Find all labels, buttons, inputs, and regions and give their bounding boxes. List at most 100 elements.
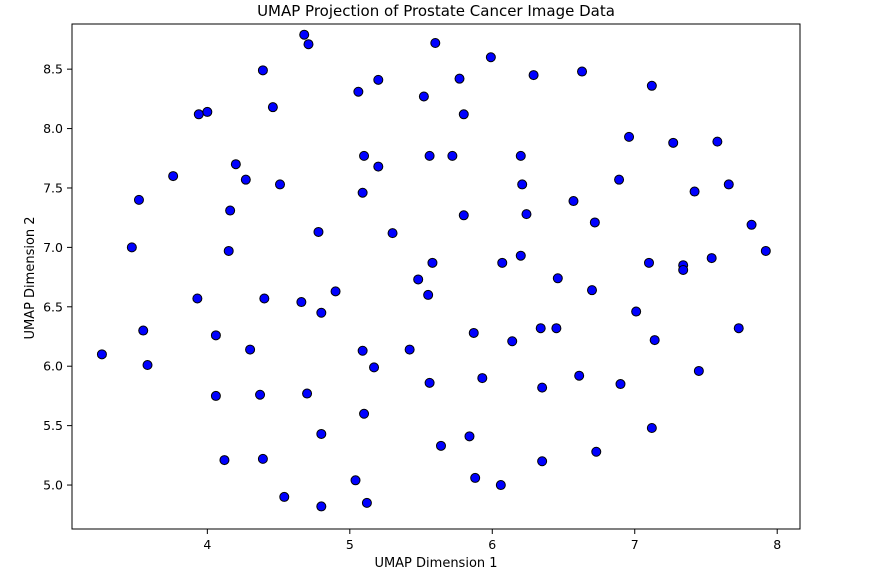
scatter-point: [223, 245, 234, 256]
scatter-point: [303, 39, 314, 50]
scatter-point: [168, 171, 179, 182]
scatter-point: [577, 66, 588, 77]
scatter-point: [495, 480, 506, 491]
scatter-point: [359, 150, 370, 161]
scatter-point: [528, 70, 539, 81]
scatter-point: [591, 446, 602, 457]
scatter-point: [551, 323, 562, 334]
y-tick-label: 5.0: [43, 478, 63, 493]
scatter-point: [245, 344, 256, 355]
scatter-point: [257, 65, 268, 76]
scatter-point: [458, 210, 469, 221]
scatter-point: [316, 501, 327, 512]
scatter-point: [240, 174, 251, 185]
scatter-point: [302, 388, 313, 399]
scatter-point: [373, 74, 384, 85]
scatter-point: [424, 377, 435, 388]
scatter-point: [142, 360, 153, 371]
scatter-point: [202, 106, 213, 117]
scatter-point: [643, 257, 654, 268]
scatter-point: [133, 194, 144, 205]
scatter-point: [447, 150, 458, 161]
y-tick-label: 6.5: [43, 299, 63, 314]
scatter-point: [359, 408, 370, 419]
y-tick-label: 8.0: [43, 121, 63, 136]
scatter-point: [361, 497, 372, 508]
scatter-point: [477, 373, 488, 384]
x-tick-label: 8: [773, 537, 781, 552]
data-points: [96, 29, 771, 512]
scatter-point: [255, 389, 266, 400]
scatter-point: [615, 379, 626, 390]
scatter-point: [96, 349, 107, 360]
plot-frame: [71, 23, 801, 530]
scatter-point: [279, 491, 290, 502]
scatter-point: [497, 257, 508, 268]
scatter-point: [470, 472, 481, 483]
y-tick-label: 6.0: [43, 359, 63, 374]
scatter-point: [535, 323, 546, 334]
scatter-point: [373, 161, 384, 172]
scatter-point: [760, 245, 771, 256]
scatter-point: [387, 228, 398, 239]
scatter-point: [568, 196, 579, 207]
scatter-point: [646, 423, 657, 433]
scatter-point: [712, 136, 723, 147]
scatter-point: [259, 293, 270, 304]
scatter-point: [733, 323, 744, 334]
scatter-point: [230, 159, 241, 170]
scatter-point: [589, 217, 600, 228]
scatter-point: [423, 289, 434, 300]
scatter-point: [485, 52, 496, 63]
y-axis-label: UMAP Dimension 2: [23, 216, 38, 339]
scatter-point: [210, 390, 221, 401]
y-tick-label: 7.0: [43, 240, 63, 255]
scatter-point: [275, 179, 285, 190]
scatter-point: [537, 382, 548, 393]
scatter-point: [357, 187, 368, 198]
scatter-point: [353, 86, 364, 97]
scatter-point: [427, 257, 438, 268]
scatter-point: [521, 209, 532, 220]
x-tick-label: 6: [488, 537, 496, 552]
x-axis: 4 5 6 7 8: [203, 529, 781, 552]
scatter-point: [430, 38, 441, 49]
scatter-point: [330, 286, 341, 297]
scatter-point: [614, 174, 625, 185]
scatter-point: [257, 453, 268, 464]
scatter-point: [587, 285, 597, 296]
scatter-point: [552, 273, 563, 284]
scatter-point: [574, 370, 585, 381]
scatter-point: [746, 219, 757, 230]
scatter-point: [296, 297, 307, 308]
scatter-point: [706, 253, 717, 264]
scatter-point: [624, 131, 635, 142]
scatter-point: [418, 91, 429, 102]
scatter-point: [138, 325, 149, 336]
scatter-point: [723, 179, 734, 190]
scatter-point: [649, 335, 660, 346]
scatter-point: [357, 345, 368, 356]
scatter-point: [515, 150, 526, 161]
y-tick-label: 5.5: [43, 418, 63, 433]
scatter-point: [192, 293, 203, 304]
scatter-point: [515, 250, 526, 261]
x-tick-label: 5: [346, 537, 354, 552]
scatter-point: [464, 431, 475, 442]
scatter-point: [267, 102, 278, 113]
scatter-point: [668, 137, 679, 148]
scatter-point: [517, 179, 528, 190]
scatter-point: [424, 150, 435, 161]
scatter-point: [678, 264, 689, 275]
x-tick-label: 7: [631, 537, 639, 552]
scatter-point: [350, 475, 361, 486]
scatter-point: [507, 336, 518, 347]
scatter-point: [693, 365, 704, 376]
scatter-point: [210, 330, 221, 341]
y-tick-label: 7.5: [43, 180, 63, 195]
x-tick-label: 4: [203, 537, 211, 552]
scatter-point: [126, 242, 137, 253]
chart-title: UMAP Projection of Prostate Cancer Image…: [257, 2, 615, 20]
